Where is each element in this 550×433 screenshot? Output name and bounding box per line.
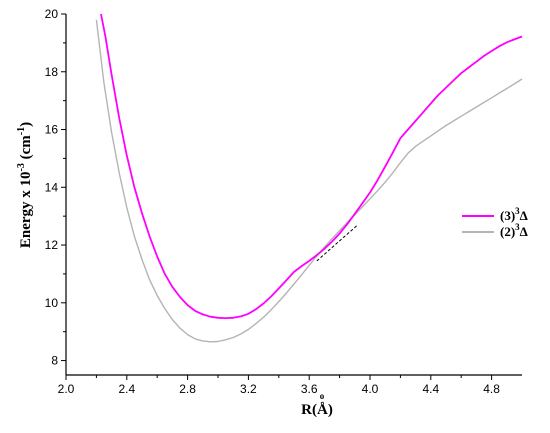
y-tick-label: 8 (51, 354, 58, 368)
x-tick-label: 3.2 (240, 382, 257, 396)
x-tick-label: 2.4 (118, 382, 135, 396)
y-tick-label: 12 (45, 238, 59, 252)
series-line-1 (100, 13, 523, 320)
x-tick-label: 3.6 (301, 382, 318, 396)
x-tick-label: 2.0 (58, 382, 75, 396)
series-layer (95, 13, 523, 343)
x-axis-title: R(Å) (301, 402, 333, 418)
x-axis-ticks: 2.0 2.4 2.8 3.2 3.6 4.0 4.4 4.8 (58, 375, 500, 396)
y-axis-ticks: 8 10 12 14 16 18 20 (45, 7, 66, 368)
x-tick-label: 2.8 (179, 382, 196, 396)
legend-item-series-2: (2)3Δ (462, 222, 528, 239)
x-tick-label: 4.0 (362, 382, 379, 396)
y-tick-label: 20 (45, 7, 59, 21)
plot-frame (65, 14, 522, 376)
annotation-layer (316, 224, 359, 262)
y-tick-label: 18 (45, 65, 59, 79)
dashed-crossing-segment (316, 224, 359, 262)
x-axis-title-accent: o (320, 391, 325, 401)
x-tick-label: 4.4 (422, 382, 439, 396)
legend-label-series-1: (3)3Δ (500, 206, 528, 223)
legend-item-series-1: (3)3Δ (462, 206, 528, 223)
y-axis-title: Energy x 10-3 (cm-1) (16, 122, 34, 248)
y-tick-label: 16 (45, 123, 59, 137)
legend: (3)3Δ (2)3Δ (462, 206, 528, 239)
y-tick-label: 10 (45, 296, 59, 310)
y-tick-label: 14 (45, 180, 59, 194)
x-tick-label: 4.8 (483, 382, 500, 396)
legend-label-series-2: (2)3Δ (500, 222, 528, 239)
series-line-2 (95, 19, 523, 343)
